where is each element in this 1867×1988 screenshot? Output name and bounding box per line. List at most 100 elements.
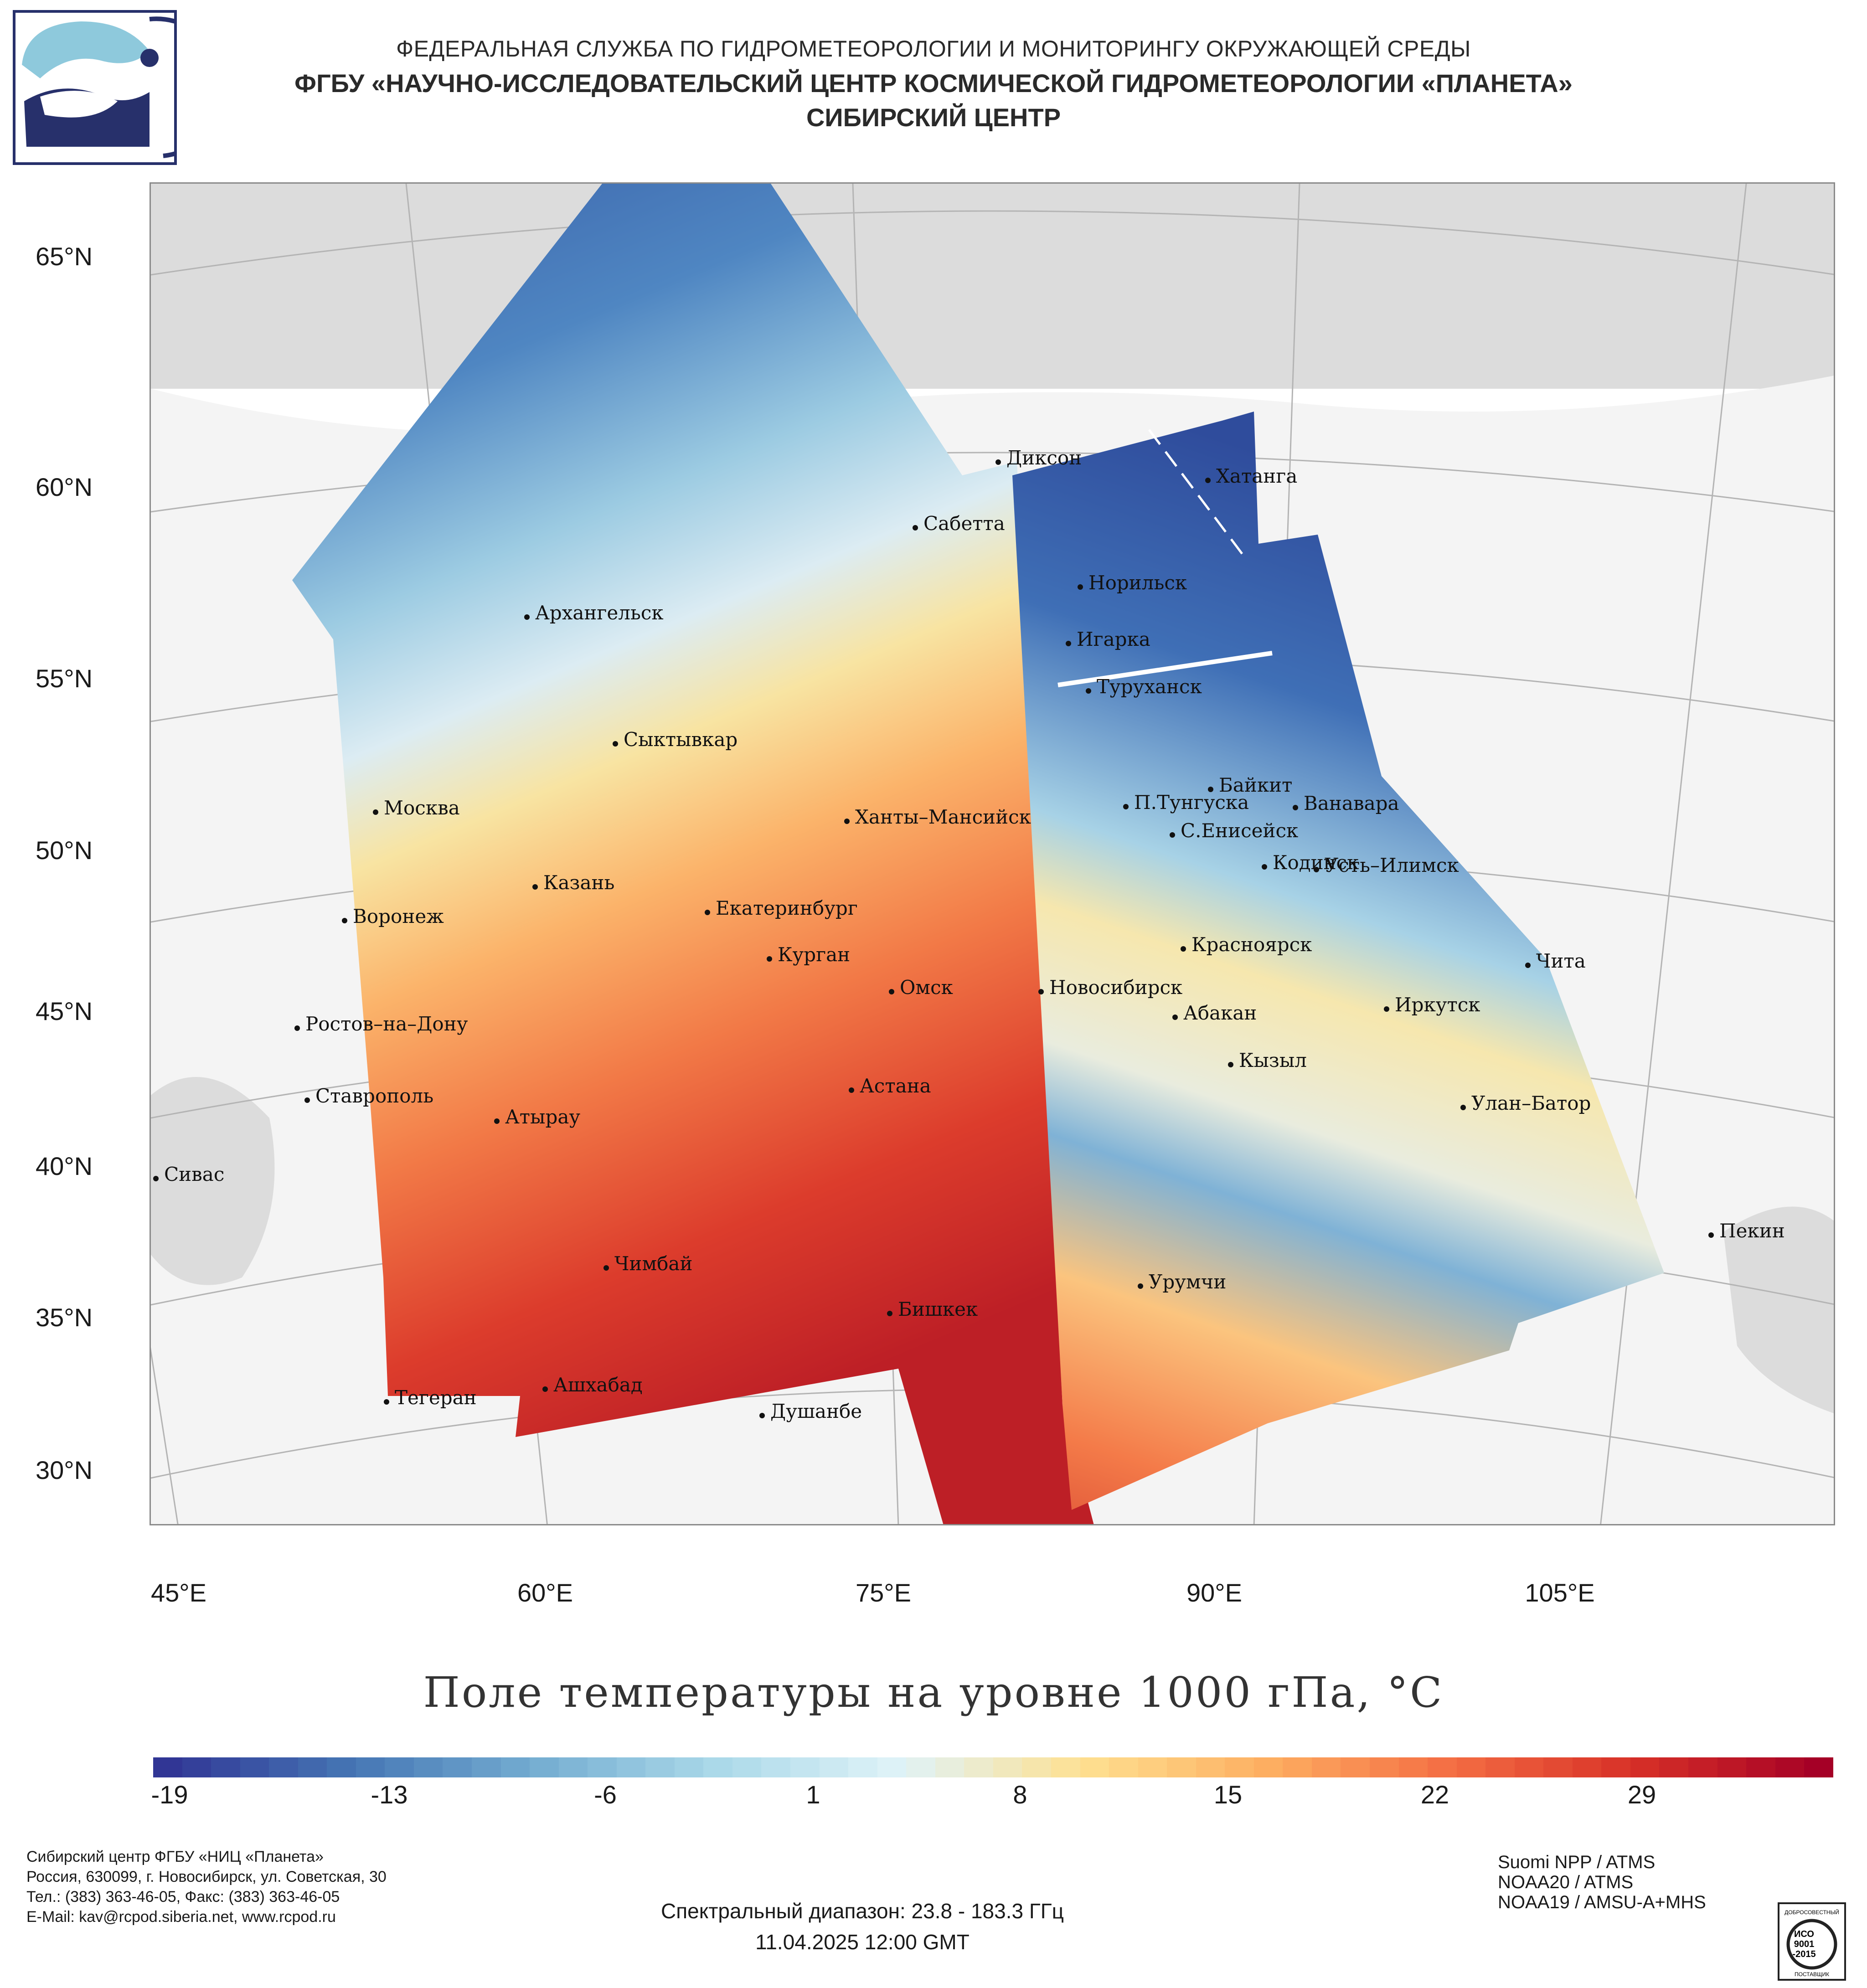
colorbar-step [298,1757,327,1777]
city-dot [342,918,347,923]
colorbar [153,1757,1833,1777]
colorbar-step [848,1757,877,1777]
colorbar-step [1369,1757,1399,1777]
city-label: Игарка [1077,628,1150,650]
colorbar-step [993,1757,1022,1777]
city-dot [1181,946,1186,952]
city-dot [844,819,850,824]
colorbar-step [1138,1757,1167,1777]
satellite-item: NOAA20 / ATMS [1498,1872,1634,1892]
colorbar-step [703,1757,732,1777]
colorbar-step [269,1757,298,1777]
city-label: Туруханск [1097,675,1202,698]
org-line: Сибирский центр ФГБУ «НИЦ «Планета» [26,1848,324,1865]
colorbar-tick: 1 [806,1780,820,1809]
city-dot [1460,1105,1466,1110]
city-dot [1038,989,1044,994]
city-label: Иркутск [1395,994,1480,1016]
colorbar-step [935,1757,964,1777]
lat-label-65: 65°N [36,242,93,271]
city-label: Ванавара [1304,792,1399,814]
colorbar-step [732,1757,762,1777]
colorbar-tick: 22 [1420,1780,1449,1809]
colorbar-step [790,1757,820,1777]
city-dot [1086,688,1091,694]
colorbar-step [1022,1757,1051,1777]
colorbar-step [240,1757,269,1777]
city-label: Курган [778,943,851,966]
colorbar-step [645,1757,675,1777]
city-label: Москва [384,797,460,819]
colorbar-step [1225,1757,1254,1777]
lat-label-30: 30°N [36,1456,93,1484]
colorbar-step [1688,1757,1717,1777]
colorbar-step [1746,1757,1775,1777]
colorbar-step [182,1757,211,1777]
city-label: Диксон [1006,447,1082,469]
org-line: Тел.: (383) 363-46-05, Факс: (383) 363-4… [26,1888,340,1906]
colorbar-tick: -13 [371,1780,408,1809]
colorbar-step [558,1757,588,1777]
lat-label-50: 50°N [36,836,93,865]
city-label: Абакан [1183,1002,1257,1024]
temperature-map [150,182,1835,1525]
colorbar-step [1080,1757,1109,1777]
city-label: П.Тунгуска [1134,791,1249,814]
swath-east [1012,412,1664,1510]
lon-label-105: 105°E [1525,1578,1595,1607]
colorbar-step [1572,1757,1602,1777]
city-label: Новосибирск [1049,976,1183,999]
colorbar-step [1283,1757,1312,1777]
colorbar-step [964,1757,993,1777]
colorbar-step [616,1757,646,1777]
city-dot [1078,584,1083,590]
city-dot [1525,963,1531,968]
colorbar-step [472,1757,501,1777]
lat-label-35: 35°N [36,1303,93,1332]
city-label: Казань [543,871,615,894]
city-label: Астана [860,1075,931,1097]
colorbar-step [530,1757,559,1777]
colorbar-step [1109,1757,1138,1777]
map-canvas [151,184,1834,1524]
city-label: Ашхабад [553,1374,643,1396]
lat-label-60: 60°N [36,473,93,501]
colorbar-step [443,1757,472,1777]
org-line: E-Mail: kav@rcpod.siberia.net, www.rcpod… [26,1908,336,1926]
city-label: С.Енисейск [1181,819,1299,842]
colorbar-step [1456,1757,1486,1777]
iso-badge-iso: ИСО [1794,1929,1814,1939]
city-label: Екатеринбург [716,897,858,919]
city-label: Тегеран [395,1386,477,1409]
city-label: Ростов–на–Дону [305,1013,468,1035]
colorbar-step [1428,1757,1457,1777]
colorbar-step [761,1757,791,1777]
swath-west [292,184,1094,1524]
iso-badge: ДОБРОСОВЕСТНЫЙ ИСО 9001 -2015 ПОСТАВЩИК [1778,1902,1846,1981]
colorbar-tick: 8 [1013,1780,1027,1809]
city-label: Хатанга [1216,465,1298,487]
city-dot [1228,1062,1233,1067]
city-dot [384,1399,389,1405]
colorbar-step [356,1757,385,1777]
city-label: Сабетта [923,512,1005,535]
colorbar-tick: -6 [594,1780,617,1809]
city-dot [1314,867,1319,872]
satellite-item: Suomi NPP / ATMS [1498,1852,1656,1872]
colorbar-step [153,1757,182,1777]
city-label: Чимбай [614,1252,693,1275]
city-dot [524,614,530,620]
colorbar-step [1775,1757,1805,1777]
header-center: СИБИРСКИЙ ЦЕНТР [806,103,1061,132]
city-label: Атырау [505,1106,581,1128]
city-dot [913,525,918,530]
colorbar-tick: -19 [151,1780,188,1809]
lon-label-90: 90°E [1186,1578,1243,1607]
iso-badge-bottom: ПОСТАВЩИК [1795,1971,1829,1978]
city-dot [304,1097,310,1103]
colorbar-step [1167,1757,1196,1777]
colorbar-step [1630,1757,1660,1777]
city-dot [1708,1232,1714,1238]
colorbar-step [1543,1757,1573,1777]
lon-label-60: 60°E [517,1578,573,1607]
